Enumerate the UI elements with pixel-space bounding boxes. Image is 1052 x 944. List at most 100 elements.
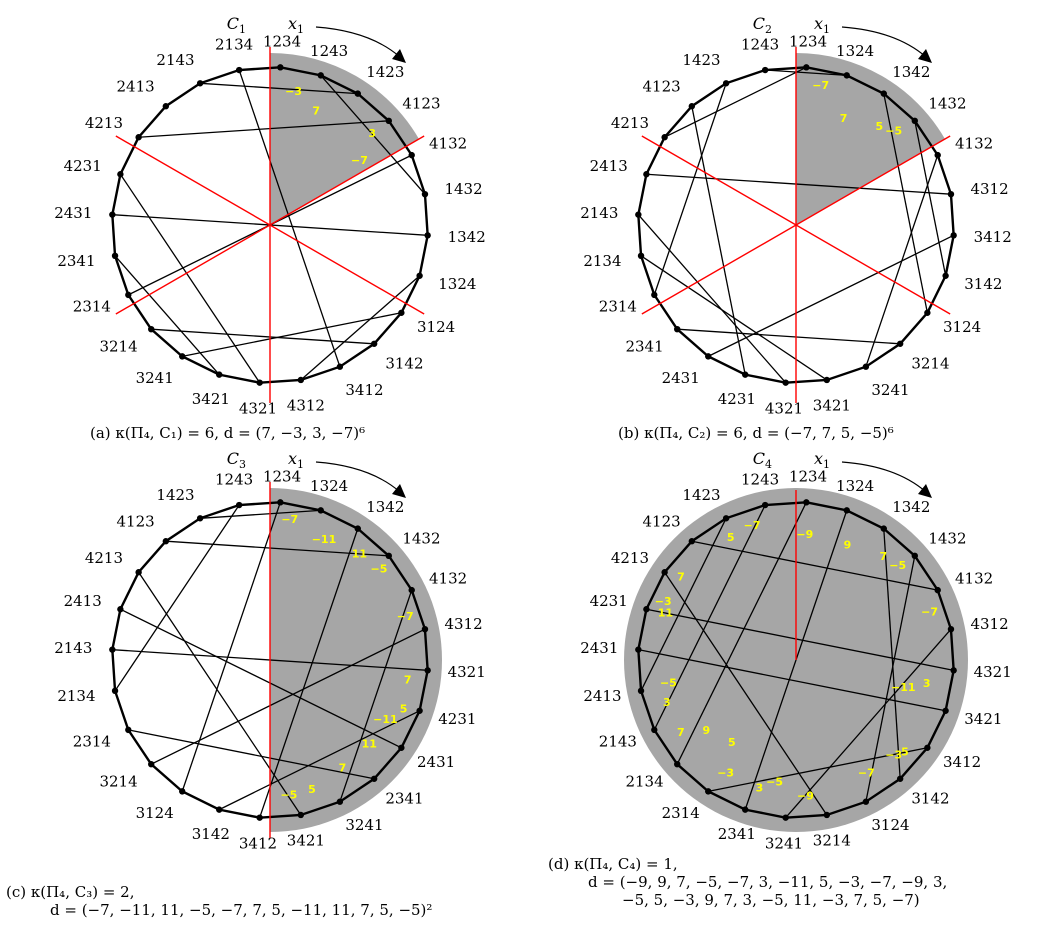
vertex-label: 2143	[54, 639, 92, 657]
d-label: −5	[885, 125, 902, 138]
d-label: −5	[889, 559, 906, 572]
vertex-label: 2413	[583, 687, 621, 705]
vertex-dot	[416, 707, 423, 714]
vertex-label: 3214	[813, 831, 851, 849]
vertex-label: 4123	[116, 513, 154, 531]
d-label: −5	[280, 789, 297, 802]
vertex-label: 1324	[836, 42, 874, 60]
vertex-label: 3214	[99, 772, 137, 790]
vertex-label: 2341	[625, 337, 663, 355]
vertex-dot	[421, 190, 429, 198]
vertex-label: 2341	[718, 825, 756, 843]
vertex-dot	[661, 134, 668, 141]
chord-9	[119, 173, 261, 384]
vertex-label: 3421	[287, 831, 325, 849]
vertex-label: 3142	[964, 275, 1002, 293]
vertex-dot	[896, 775, 904, 782]
vertex-dot	[742, 371, 749, 378]
chord-5	[785, 628, 952, 819]
vertex-dot	[896, 340, 904, 347]
vertex-dot	[643, 171, 650, 178]
c-label: C2	[753, 14, 772, 36]
d-label: −3	[285, 85, 302, 98]
chord-6	[646, 608, 954, 671]
vertex-dot	[277, 64, 284, 71]
d-label: −5	[370, 563, 387, 576]
d-label: −7	[744, 519, 761, 532]
d-label: −7	[281, 513, 298, 526]
chord-8	[664, 571, 828, 816]
vertex-dot	[398, 744, 405, 751]
d-label: 5	[901, 745, 909, 758]
vertex-label: 4213	[85, 114, 123, 132]
vertex-label: 4132	[429, 570, 467, 588]
vertex-label: 1324	[310, 477, 348, 495]
vertex-label: 2431	[662, 369, 700, 387]
vertex-dot	[942, 272, 949, 279]
vertex-dot	[385, 117, 392, 125]
chord-5	[300, 275, 421, 381]
vertex-label: 3412	[345, 381, 383, 399]
vertex-label: 2341	[57, 252, 95, 270]
direction-arrow	[315, 26, 401, 58]
direction-arrow	[841, 461, 927, 493]
vertex-label: 3421	[813, 396, 851, 414]
vertex-dot	[661, 569, 668, 576]
red-line-2	[115, 135, 425, 315]
chord-10	[653, 83, 727, 296]
vertex-label: 1432	[402, 530, 440, 548]
vertex-dot	[950, 232, 957, 239]
d-label: −5	[660, 676, 677, 689]
vertex-label: 4231	[64, 157, 102, 175]
chord-0	[676, 502, 807, 765]
chord-7	[120, 608, 402, 749]
vertex-dot	[722, 80, 730, 87]
d-label: −5	[766, 775, 783, 788]
chord-1	[883, 93, 929, 313]
vertex-dot	[111, 252, 119, 260]
vertex-label: 4312	[444, 615, 482, 633]
d-label: −3	[655, 595, 672, 608]
vertex-dot	[742, 806, 749, 813]
panel-c1: 1234 1243 1423 4123 4132 1432 1342 1324 3124 3142…	[54, 14, 486, 418]
vertex-dot	[843, 72, 850, 79]
vertex-dot	[705, 353, 712, 360]
vertex-dot	[117, 606, 124, 613]
vertex-dot	[179, 788, 186, 795]
d-label: 7	[840, 112, 848, 125]
chord-10	[181, 502, 281, 792]
shaded-region	[796, 53, 945, 225]
vertex-label: 4123	[402, 95, 440, 113]
panel-c2: 1234 1324 1342 1432 4132 4312 3412 3142 3124 3214…	[580, 14, 1012, 418]
vertex-label: 4132	[429, 135, 467, 153]
caption-b-line-1: (b) κ(Π₄, C₂) = 6, d = (−7, 7, 5, −5)⁶	[618, 424, 894, 442]
vertex-label: 1423	[682, 486, 720, 504]
vertex-label: 3124	[943, 318, 981, 336]
vertex-label: 3241	[765, 835, 803, 853]
vertex-label: 2134	[215, 36, 253, 54]
vertex-label: 4312	[970, 615, 1008, 633]
vertex-label: 3124	[136, 804, 174, 822]
vertex-dot	[637, 687, 645, 695]
vertex-dot	[688, 103, 696, 110]
caption-a: (a) κ(Π₄, C₁) = 6, d = (7, −3, 3, −7)⁶	[90, 424, 365, 442]
d-label: −7	[858, 767, 875, 780]
d-label: −11	[891, 681, 916, 694]
d-label: −7	[397, 610, 414, 623]
chord-3	[865, 555, 916, 802]
vertex-label: 4321	[239, 400, 277, 418]
chord-4	[150, 628, 426, 765]
caption-d-line-2: d = (−9, 9, 7, −5, −7, 3, −11, 5, −3, −7…	[588, 873, 948, 891]
vertex-dot	[277, 499, 284, 506]
vertex-label: 3124	[417, 318, 455, 336]
chord-11	[114, 504, 240, 692]
vertex-label: 1432	[928, 530, 966, 548]
vertex-dot	[336, 798, 344, 805]
x1-label: x1	[814, 449, 830, 471]
vertex-dot	[823, 376, 831, 384]
chord-10	[114, 255, 220, 376]
vertex-label: 3421	[964, 710, 1002, 728]
vertex-dot	[135, 134, 142, 141]
vertex-dot	[911, 552, 918, 560]
